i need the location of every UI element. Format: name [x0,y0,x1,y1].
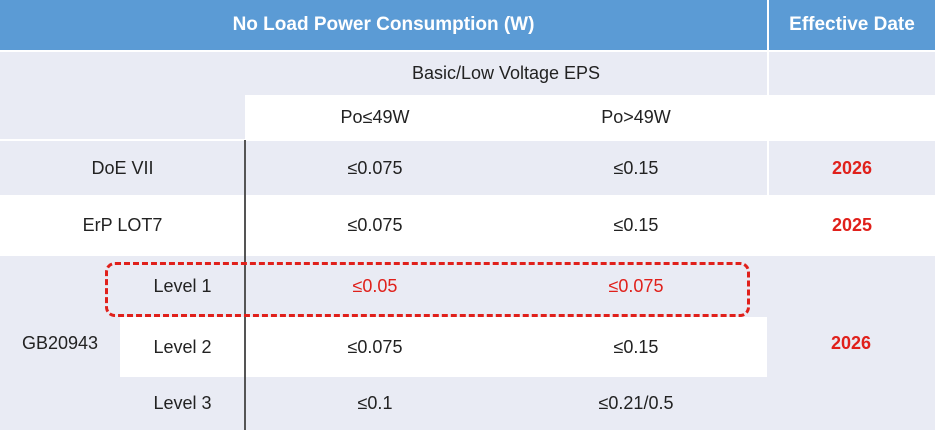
column-header: Po≤49W [245,96,505,139]
empty-cell [769,52,935,95]
date-cell: 2025 [769,197,935,254]
row-label: DoE VII [0,141,245,195]
value-cell: ≤0.075 [245,197,505,254]
value-cell: ≤0.15 [505,141,767,195]
value-cell: ≤0.15 [505,197,767,254]
level-label: Level 2 [120,319,245,375]
level-label: Level 3 [120,377,245,430]
subheader-cell: Basic/Low Voltage EPS [245,52,767,95]
value-cell: ≤0.075 [245,319,505,375]
level-label: Level 1 [120,256,245,317]
value-cell: ≤0.15 [505,319,767,375]
group-label: GB20943 [0,256,120,430]
column-header: Po>49W [505,96,767,139]
divider [244,140,246,430]
header-cell: Effective Date [769,0,935,50]
value-cell: ≤0.21/0.5 [505,377,767,430]
divider [767,0,769,50]
header-cell: No Load Power Consumption (W) [0,0,767,50]
highlight-box [105,262,750,317]
date-cell: 2026 [769,141,935,195]
value-cell: ≤0.075 [245,141,505,195]
row-label: ErP LOT7 [0,197,245,254]
value-cell: ≤0.1 [245,377,505,430]
empty-cell [0,52,245,139]
value-cell: ≤0.05 [245,256,505,317]
date-cell: 2026 [767,256,935,430]
value-cell: ≤0.075 [505,256,767,317]
